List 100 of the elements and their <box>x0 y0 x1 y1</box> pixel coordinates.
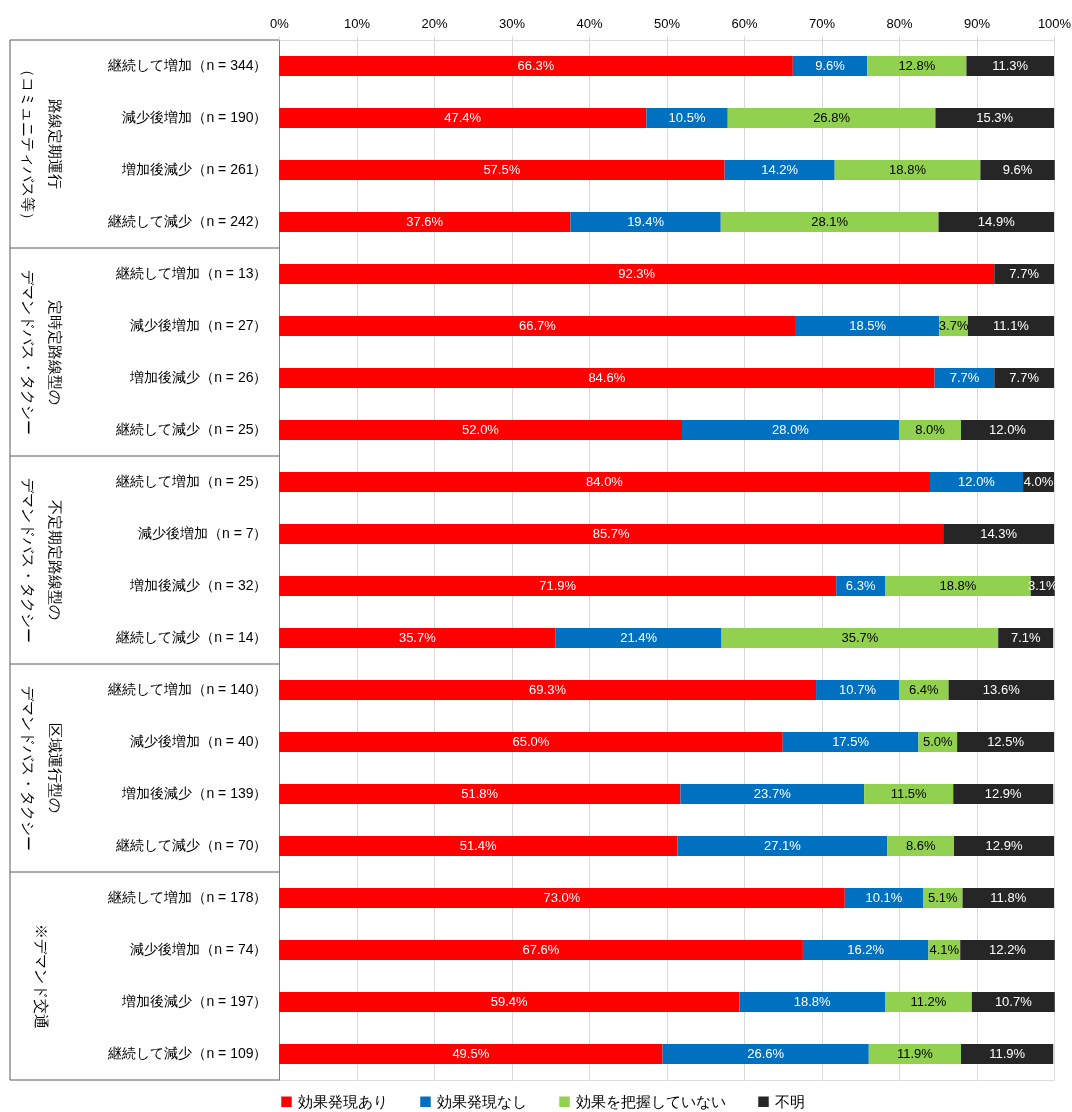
bar <box>961 419 1054 441</box>
bar <box>721 627 999 649</box>
bar <box>980 159 1055 181</box>
y-tick-label: 継続して減少（n = 242） <box>107 213 268 229</box>
data-label: 15.3% <box>976 110 1014 125</box>
legend-label: 効果を把握していない <box>576 1092 726 1110</box>
bar <box>739 991 886 1013</box>
bar <box>570 211 721 233</box>
bar <box>680 783 865 805</box>
bar <box>961 1043 1054 1065</box>
y-tick-label: 継続して減少（n = 109） <box>107 1045 268 1061</box>
data-label: 12.0% <box>958 474 996 489</box>
bar <box>720 211 939 233</box>
data-label: 14.3% <box>980 526 1018 541</box>
data-label: 14.2% <box>761 162 799 177</box>
data-label: 26.6% <box>747 1046 785 1061</box>
x-tick-label: 70% <box>808 15 836 31</box>
data-label: 27.1% <box>763 838 802 853</box>
data-label: 4.1% <box>929 942 960 957</box>
bar <box>555 627 722 649</box>
data-label: 11.2% <box>910 994 947 1009</box>
data-label: 6.3% <box>845 578 876 593</box>
bar <box>967 315 1054 337</box>
bar <box>943 523 1054 545</box>
data-label: 84.0% <box>586 474 624 489</box>
x-tick-label: 0% <box>270 15 290 31</box>
text: 路線定期運行（コミュニティバス等） <box>19 61 64 227</box>
data-label: 6.4% <box>908 682 940 697</box>
data-label: 47.4% <box>444 110 482 125</box>
bar <box>682 419 899 441</box>
y-tick-label: 増加後減少（n = 197） <box>121 993 268 1009</box>
data-label: 12.0% <box>989 422 1027 437</box>
data-label: 51.8% <box>461 786 499 801</box>
bar <box>782 731 919 753</box>
data-label: 4.0% <box>1023 474 1054 489</box>
data-label: 12.9% <box>984 786 1023 801</box>
data-label: 28.1% <box>811 214 849 229</box>
y-tick-label: 増加後減少（n = 261） <box>121 161 268 177</box>
bar <box>279 55 793 77</box>
bar <box>279 1043 663 1065</box>
data-label: 12.9% <box>985 838 1023 853</box>
bar <box>279 627 556 649</box>
bar <box>662 1043 869 1065</box>
data-label: 18.8% <box>793 994 832 1009</box>
data-label: 7.1% <box>1010 630 1041 645</box>
x-tick-label: 60% <box>731 15 758 31</box>
bar <box>279 991 740 1013</box>
data-label: 10.7% <box>839 682 877 697</box>
data-label: 19.4% <box>627 214 665 229</box>
bar <box>864 783 954 805</box>
data-label: 18.8% <box>889 162 927 177</box>
bar <box>279 835 678 857</box>
bar <box>279 523 944 545</box>
bar <box>868 1043 961 1065</box>
y-tick-label: 継続して増加（n = 25） <box>115 473 268 489</box>
bar <box>994 367 1054 389</box>
bar <box>957 731 1054 753</box>
x-tick-label: 80% <box>886 15 913 31</box>
bar <box>727 107 936 129</box>
y-tick-label: 継続して減少（n = 25） <box>115 421 268 437</box>
data-label: 5.1% <box>927 890 959 905</box>
y-tick-label: 増加後減少（n = 139） <box>121 785 268 801</box>
data-label: 10.7% <box>994 994 1033 1009</box>
bar <box>279 263 995 285</box>
bar <box>960 939 1055 961</box>
data-label: 13.6% <box>982 682 1021 697</box>
x-tick-label: 90% <box>963 15 991 31</box>
y-tick-label: 減少後増加（n = 40） <box>130 733 268 749</box>
data-label: 23.7% <box>753 786 792 801</box>
bar <box>279 939 803 961</box>
bar <box>867 55 967 77</box>
x-tick-label: 100% <box>1037 15 1072 31</box>
data-label: 65.0% <box>512 734 550 749</box>
bar <box>279 783 681 805</box>
legend-label: 効果発現あり <box>298 1092 388 1110</box>
x-tick-label: 10% <box>343 15 371 31</box>
y-tick-label: 継続して減少（n = 14） <box>115 629 268 645</box>
bar <box>966 55 1054 77</box>
data-label: 12.8% <box>898 58 936 73</box>
y-tick-label: 減少後増加（n = 27） <box>130 317 268 333</box>
bar <box>279 731 783 753</box>
data-label: 12.2% <box>989 942 1027 957</box>
data-label: 66.3% <box>517 58 555 73</box>
data-label: 16.2% <box>847 942 885 957</box>
data-label: 69.3% <box>529 682 567 697</box>
data-label: 51.4% <box>459 838 498 853</box>
y-tick-label: 減少後増加（n = 190） <box>122 109 268 125</box>
data-label: 57.5% <box>483 162 521 177</box>
data-label: 59.4% <box>490 994 529 1009</box>
data-label: 11.9% <box>896 1046 934 1061</box>
bar <box>677 835 888 857</box>
data-label: 17.5% <box>832 734 870 749</box>
text: ※デマンド交通 <box>33 923 50 1029</box>
data-label: 71.9% <box>539 578 577 593</box>
data-label: 49.5% <box>452 1046 490 1061</box>
y-tick-label: 継続して増加（n = 178） <box>107 889 268 905</box>
bar <box>279 679 817 701</box>
data-label: 11.3% <box>992 58 1029 73</box>
bar <box>994 263 1054 285</box>
bar <box>279 367 935 389</box>
